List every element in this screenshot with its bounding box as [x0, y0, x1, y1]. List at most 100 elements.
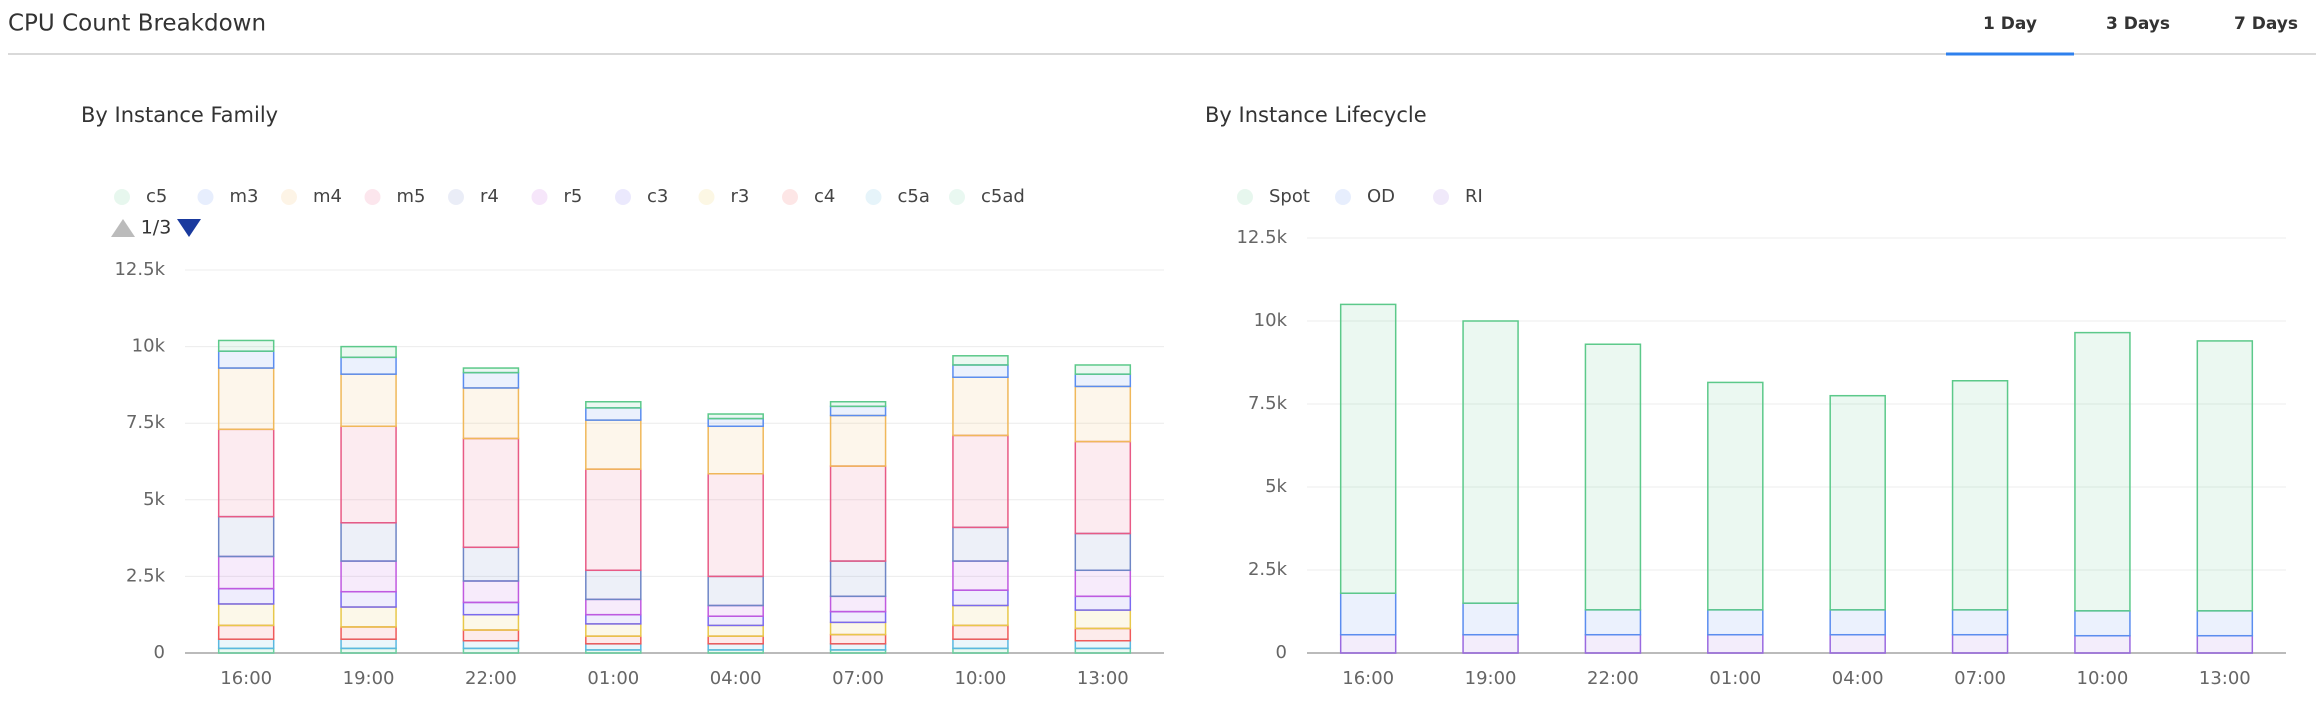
- bar-segment[interactable]: [462, 580, 520, 604]
- legend-label[interactable]: c4: [814, 186, 835, 207]
- bar-segment[interactable]: [829, 610, 887, 624]
- legend-label[interactable]: c5: [146, 186, 167, 207]
- bar-segment[interactable]: [952, 355, 1009, 366]
- bar-segment[interactable]: [1951, 380, 2009, 611]
- bar-segment[interactable]: [585, 635, 642, 645]
- bar-segment[interactable]: [829, 643, 887, 651]
- bar-segment[interactable]: [1074, 595, 1132, 611]
- legend-label[interactable]: r4: [480, 186, 499, 207]
- bar-segment[interactable]: [462, 437, 520, 549]
- bar-segment[interactable]: [952, 589, 1009, 607]
- bar-segment[interactable]: [340, 606, 397, 628]
- bar-segment[interactable]: [1339, 592, 1397, 636]
- bar-segment[interactable]: [1074, 569, 1132, 598]
- bar-segment[interactable]: [1074, 385, 1132, 443]
- bar-segment[interactable]: [2196, 610, 2254, 637]
- bar-segment[interactable]: [1951, 633, 2009, 654]
- bar-segment[interactable]: [1074, 364, 1132, 375]
- legend-prev[interactable]: [111, 219, 135, 237]
- bar-segment[interactable]: [829, 405, 887, 417]
- legend-label[interactable]: RI: [1465, 186, 1483, 207]
- bar-segment[interactable]: [462, 546, 520, 582]
- bar-segment[interactable]: [1074, 639, 1132, 650]
- bar-segment[interactable]: [1707, 609, 1764, 636]
- legend-swatch[interactable]: [782, 189, 798, 205]
- legend-label[interactable]: m3: [230, 186, 259, 207]
- legend-swatch[interactable]: [197, 189, 214, 205]
- legend-swatch[interactable]: [865, 189, 882, 205]
- bar-segment[interactable]: [217, 603, 275, 627]
- bar-segment[interactable]: [1462, 320, 1519, 604]
- bar-segment[interactable]: [462, 367, 520, 374]
- bar-segment[interactable]: [1462, 602, 1519, 636]
- bar-segment[interactable]: [340, 560, 397, 593]
- bar-segment[interactable]: [1951, 609, 2009, 636]
- bar-segment[interactable]: [217, 624, 275, 640]
- legend-swatch[interactable]: [615, 189, 631, 205]
- tab[interactable]: 1 Day: [1983, 14, 2037, 34]
- bar-segment[interactable]: [340, 638, 397, 650]
- bar-segment[interactable]: [340, 626, 397, 640]
- bar-segment[interactable]: [217, 339, 275, 352]
- bar-segment[interactable]: [585, 407, 642, 421]
- bar-segment[interactable]: [952, 364, 1009, 378]
- bar-segment[interactable]: [829, 401, 887, 408]
- bar-segment[interactable]: [1462, 633, 1519, 654]
- legend-swatch[interactable]: [1237, 189, 1253, 205]
- bar-segment[interactable]: [462, 371, 520, 389]
- bar-segment[interactable]: [217, 350, 275, 369]
- bar-segment[interactable]: [340, 356, 397, 375]
- legend-next[interactable]: [177, 219, 201, 237]
- bar-segment[interactable]: [340, 522, 397, 562]
- tab[interactable]: 7 Days: [2234, 14, 2298, 34]
- bar-segment[interactable]: [952, 604, 1009, 627]
- legend-swatch[interactable]: [949, 189, 965, 205]
- legend-swatch[interactable]: [698, 189, 715, 205]
- legend-swatch[interactable]: [364, 189, 381, 205]
- bar-segment[interactable]: [707, 413, 764, 420]
- bar-segment[interactable]: [585, 623, 642, 637]
- bar-segment[interactable]: [952, 560, 1009, 591]
- bar-segment[interactable]: [1584, 343, 1642, 611]
- bar-segment[interactable]: [952, 376, 1009, 437]
- legend-swatch[interactable]: [448, 189, 464, 205]
- bar-segment[interactable]: [707, 473, 764, 578]
- bar-segment[interactable]: [217, 367, 275, 431]
- bar-segment[interactable]: [1074, 440, 1132, 535]
- bar-segment[interactable]: [340, 373, 397, 428]
- bar-segment[interactable]: [217, 515, 275, 558]
- bar-segment[interactable]: [1707, 633, 1764, 654]
- bar-segment[interactable]: [829, 414, 887, 467]
- bar-segment[interactable]: [2196, 634, 2254, 654]
- bar-segment[interactable]: [829, 560, 887, 598]
- legend-label[interactable]: OD: [1367, 186, 1395, 207]
- bar-segment[interactable]: [1074, 532, 1132, 572]
- bar-segment[interactable]: [1584, 633, 1642, 654]
- bar-segment[interactable]: [707, 417, 764, 428]
- bar-segment[interactable]: [217, 555, 275, 590]
- bar-segment[interactable]: [462, 613, 520, 631]
- bar-segment[interactable]: [340, 425, 397, 524]
- legend-label[interactable]: c3: [647, 186, 668, 207]
- bar-segment[interactable]: [707, 604, 764, 617]
- legend-label[interactable]: m4: [313, 186, 342, 207]
- bar-segment[interactable]: [952, 638, 1009, 650]
- bar-segment[interactable]: [2196, 340, 2254, 612]
- bar-segment[interactable]: [1707, 381, 1764, 611]
- tab[interactable]: 3 Days: [2106, 14, 2170, 34]
- legend-swatch[interactable]: [1335, 189, 1351, 205]
- bar-segment[interactable]: [2074, 610, 2131, 637]
- bar-segment[interactable]: [462, 601, 520, 616]
- bar-segment[interactable]: [2074, 634, 2131, 654]
- legend-swatch[interactable]: [531, 189, 548, 205]
- bar-segment[interactable]: [585, 643, 642, 651]
- bar-segment[interactable]: [217, 638, 275, 650]
- bar-segment[interactable]: [707, 624, 764, 637]
- bar-segment[interactable]: [1074, 373, 1132, 388]
- bar-segment[interactable]: [829, 633, 887, 645]
- bar-segment[interactable]: [585, 419, 642, 470]
- bar-segment[interactable]: [585, 401, 642, 409]
- bar-segment[interactable]: [585, 598, 642, 616]
- bar-segment[interactable]: [462, 629, 520, 642]
- bar-segment[interactable]: [1339, 303, 1397, 594]
